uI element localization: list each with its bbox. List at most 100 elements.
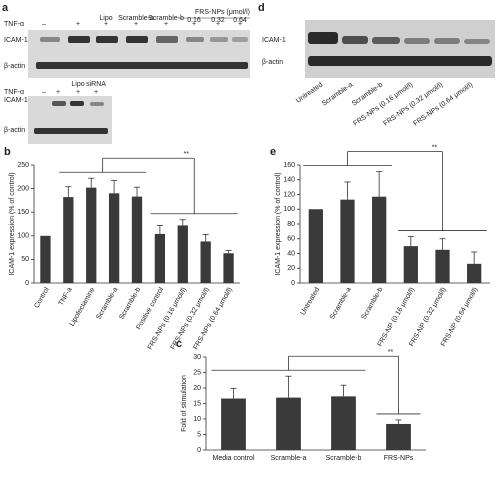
lane-sign: + <box>56 89 60 96</box>
x-tick-label: Control <box>33 286 51 309</box>
bar <box>154 233 166 283</box>
x-tick-label: Scramble-a <box>329 286 353 321</box>
lane-sign: + <box>94 89 98 96</box>
y-tick-label: 40 <box>287 250 295 257</box>
x-tick-label: FRS-NPs <box>384 455 414 462</box>
y-axis-label: Fold of stimulation <box>181 375 188 432</box>
bar <box>386 423 411 450</box>
significance: ** <box>388 349 394 356</box>
lane-sign: + <box>164 21 168 28</box>
bar <box>131 196 143 283</box>
x-tick-label: FRS-NP (0.16 μmol/l) <box>377 286 417 347</box>
x-tick-label: TNF-a <box>58 286 74 307</box>
y-tick-label: 20 <box>193 385 201 392</box>
bar <box>276 397 301 450</box>
bar <box>221 398 246 450</box>
panel-letter: d <box>258 2 265 14</box>
x-tick-label: Scramble-a <box>271 455 307 462</box>
row-label: ICAM-1 <box>4 97 28 104</box>
x-tick-label: Media control <box>212 455 254 462</box>
lane-label: Untreated <box>295 81 324 104</box>
lane-label: 0.16 <box>187 17 201 24</box>
y-tick-label: 0 <box>291 280 295 287</box>
bar <box>40 235 51 283</box>
panel-letter: e <box>270 146 276 158</box>
y-tick-label: 150 <box>17 209 29 216</box>
y-tick-label: 100 <box>17 233 29 240</box>
bar <box>223 253 234 283</box>
x-tick-label: Scramble-b <box>118 286 142 321</box>
y-tick-label: 0 <box>25 280 29 287</box>
row-label: β-actin <box>262 59 283 66</box>
bar <box>200 241 211 283</box>
lane-label: Scramble-a <box>321 81 354 107</box>
lane-sign: + <box>216 21 220 28</box>
y-axis-label: ICAM-1 expression (% of control) <box>275 172 282 275</box>
y-tick-label: 15 <box>193 400 201 407</box>
y-tick-label: 60 <box>287 236 295 243</box>
significance: ** <box>432 144 438 151</box>
x-tick-label: Lipofectamine <box>69 286 97 327</box>
y-tick-label: 200 <box>17 185 29 192</box>
bar <box>467 263 482 283</box>
bar <box>331 396 356 450</box>
y-tick-label: 10 <box>193 416 201 423</box>
x-tick-label: Scramble-b <box>326 455 362 462</box>
y-tick-label: 50 <box>21 256 29 263</box>
y-tick-label: 120 <box>283 191 295 198</box>
lane-label: siRNA <box>86 81 106 88</box>
lane-label: 0.32 <box>211 17 225 24</box>
lane-label: Lipo <box>99 15 112 22</box>
y-tick-label: 0 <box>197 447 201 454</box>
treatment-label: TNF-α <box>4 21 24 28</box>
lane-label: Scramble-b <box>148 15 184 22</box>
lane-label: 0.64 <box>233 17 247 24</box>
y-tick-label: 250 <box>17 162 29 169</box>
y-tick-label: 100 <box>283 206 295 213</box>
lane-label: Lipo <box>71 81 84 88</box>
lane-sign: + <box>192 21 196 28</box>
treatment-label: TNF-α <box>4 89 24 96</box>
lane-label: FRS-NPs (0.64 μmol/l) <box>412 81 474 127</box>
bar <box>63 197 74 283</box>
bar <box>340 199 355 283</box>
row-label: ICAM-1 <box>262 37 286 44</box>
panel-letter: c <box>176 338 182 350</box>
panel-letter: a <box>2 2 9 14</box>
significance: ** <box>183 151 189 158</box>
x-tick-label: FRS-NP (0.64 μmol/l) <box>440 286 480 347</box>
lane-label: Scramble-a <box>118 15 154 22</box>
y-tick-label: 25 <box>193 369 201 376</box>
y-axis-label: ICAM-1 expression (% of control) <box>9 172 16 275</box>
bar <box>403 246 418 283</box>
y-tick-label: 80 <box>287 221 295 228</box>
y-tick-label: 160 <box>283 162 295 169</box>
y-tick-label: 140 <box>283 177 295 184</box>
panel-letter: b <box>4 146 11 158</box>
y-tick-label: 30 <box>193 354 201 361</box>
bar <box>435 249 450 283</box>
bar <box>372 196 387 283</box>
lane-sign: – <box>42 89 46 96</box>
y-tick-label: 20 <box>287 265 295 272</box>
bar <box>86 187 97 283</box>
lane-sign: + <box>134 21 138 28</box>
x-tick-label: Untreated <box>300 286 321 316</box>
dose-header: FRS-NPs (μmol/l) <box>195 9 250 16</box>
row-label: β-actin <box>4 127 25 134</box>
lane-sign: + <box>76 89 80 96</box>
x-tick-label: FRS-NP (0.32 μmol/l) <box>408 286 448 347</box>
lane-sign: + <box>104 21 108 28</box>
lane-sign: – <box>42 21 46 28</box>
blot-image <box>305 20 495 78</box>
row-label: β-actin <box>4 63 25 70</box>
bar <box>108 193 120 283</box>
bar <box>308 209 323 283</box>
y-tick-label: 5 <box>197 431 201 438</box>
bar <box>177 225 188 283</box>
lane-sign: + <box>238 21 242 28</box>
lane-sign: + <box>76 21 80 28</box>
row-label: ICAM-1 <box>4 37 28 44</box>
x-tick-label: Scramble-a <box>95 286 119 321</box>
